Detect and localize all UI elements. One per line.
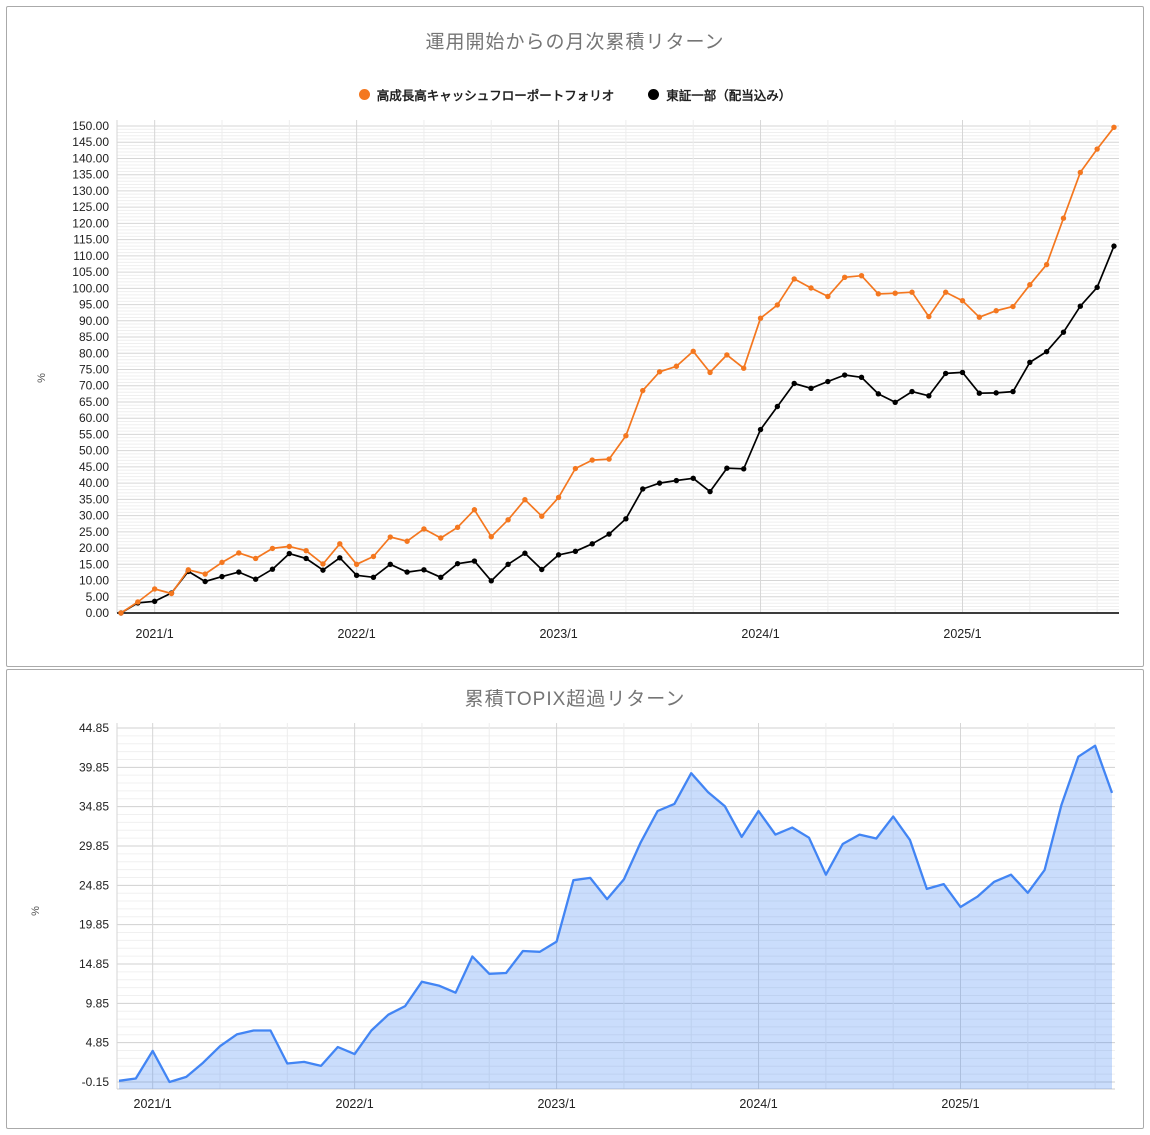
- svg-text:85.00: 85.00: [79, 330, 109, 344]
- svg-text:115.00: 115.00: [73, 233, 109, 247]
- svg-text:120.00: 120.00: [72, 216, 109, 230]
- svg-text:45.00: 45.00: [79, 460, 109, 474]
- excess-return-chart: -0.15 4.85 9.85 14.85 19.85 24.85 29.85 34.85 39…: [79, 721, 1115, 1111]
- svg-text:125.00: 125.00: [72, 200, 109, 214]
- svg-text:60.00: 60.00: [79, 411, 109, 425]
- svg-text:50.00: 50.00: [79, 444, 109, 458]
- svg-text:130.00: 130.00: [72, 184, 109, 198]
- svg-text:44.85: 44.85: [79, 721, 109, 735]
- monthly-cumulative-return-panel: 運用開始からの月次累積リターン 高成長高キャッシュフローポートフォリオ 東証一部…: [6, 6, 1144, 667]
- svg-text:100.00: 100.00: [72, 281, 109, 295]
- svg-text:20.00: 20.00: [79, 541, 109, 555]
- svg-text:14.85: 14.85: [79, 957, 109, 971]
- svg-text:2025/1: 2025/1: [943, 627, 981, 641]
- svg-text:9.85: 9.85: [86, 996, 110, 1010]
- svg-text:2024/1: 2024/1: [739, 1097, 777, 1111]
- svg-text:34.85: 34.85: [79, 800, 109, 814]
- portfolio-series-dot-icon: [358, 89, 370, 100]
- svg-text:-0.15: -0.15: [82, 1075, 110, 1089]
- svg-text:15.00: 15.00: [79, 557, 109, 571]
- svg-text:95.00: 95.00: [79, 298, 109, 312]
- legend-item-portfolio: 高成長高キャッシュフローポートフォリオ: [358, 85, 615, 104]
- svg-text:40.00: 40.00: [79, 476, 109, 490]
- svg-text:2023/1: 2023/1: [539, 627, 577, 641]
- excess-return-panel: 累積TOPIX超過リターン % -0.15 4.85 9.85 14.85 19.85 2…: [6, 669, 1144, 1129]
- svg-text:140.00: 140.00: [72, 151, 109, 165]
- svg-text:145.00: 145.00: [72, 135, 109, 149]
- monthly-cumulative-return-chart: 0.00 5.00 10.00 15.00 20.00 25.00 30.00 35.00 40…: [72, 119, 1119, 641]
- svg-text:2022/1: 2022/1: [338, 627, 376, 641]
- bottom-chart-title: 累積TOPIX超過リターン: [464, 689, 686, 710]
- svg-text:2022/1: 2022/1: [336, 1097, 374, 1111]
- svg-text:39.85: 39.85: [79, 760, 109, 774]
- svg-text:24.85: 24.85: [79, 878, 109, 892]
- svg-text:2021/1: 2021/1: [136, 627, 174, 641]
- svg-text:35.00: 35.00: [79, 492, 109, 506]
- svg-text:135.00: 135.00: [72, 168, 109, 182]
- svg-text:65.00: 65.00: [79, 395, 109, 409]
- svg-text:55.00: 55.00: [79, 427, 109, 441]
- svg-text:2025/1: 2025/1: [941, 1097, 979, 1111]
- svg-text:150.00: 150.00: [72, 119, 109, 133]
- legend-item-benchmark: 東証一部（配当込み）: [648, 85, 791, 104]
- legend-label-portfolio: 高成長高キャッシュフローポートフォリオ: [376, 89, 615, 103]
- svg-text:25.00: 25.00: [79, 525, 109, 539]
- svg-text:30.00: 30.00: [79, 509, 109, 523]
- svg-text:105.00: 105.00: [72, 265, 109, 279]
- benchmark-series-dot-icon: [648, 89, 660, 100]
- top-chart-legend: 高成長高キャッシュフローポートフォリオ 東証一部（配当込み）: [7, 85, 1143, 104]
- svg-text:5.00: 5.00: [86, 590, 110, 604]
- svg-text:2021/1: 2021/1: [134, 1097, 172, 1111]
- svg-text:10.00: 10.00: [79, 574, 109, 588]
- svg-text:2023/1: 2023/1: [537, 1097, 575, 1111]
- svg-text:80.00: 80.00: [79, 346, 109, 360]
- svg-text:90.00: 90.00: [79, 314, 109, 328]
- svg-text:29.85: 29.85: [79, 839, 109, 853]
- svg-text:19.85: 19.85: [79, 918, 109, 932]
- svg-text:75.00: 75.00: [79, 363, 109, 377]
- svg-text:4.85: 4.85: [86, 1036, 110, 1050]
- svg-text:2024/1: 2024/1: [741, 627, 779, 641]
- svg-text:110.00: 110.00: [73, 249, 109, 263]
- top-chart-title: 運用開始からの月次累積リターン: [425, 32, 725, 53]
- svg-text:0.00: 0.00: [86, 606, 110, 620]
- legend-label-benchmark: 東証一部（配当込み）: [666, 89, 792, 103]
- svg-text:70.00: 70.00: [79, 379, 109, 393]
